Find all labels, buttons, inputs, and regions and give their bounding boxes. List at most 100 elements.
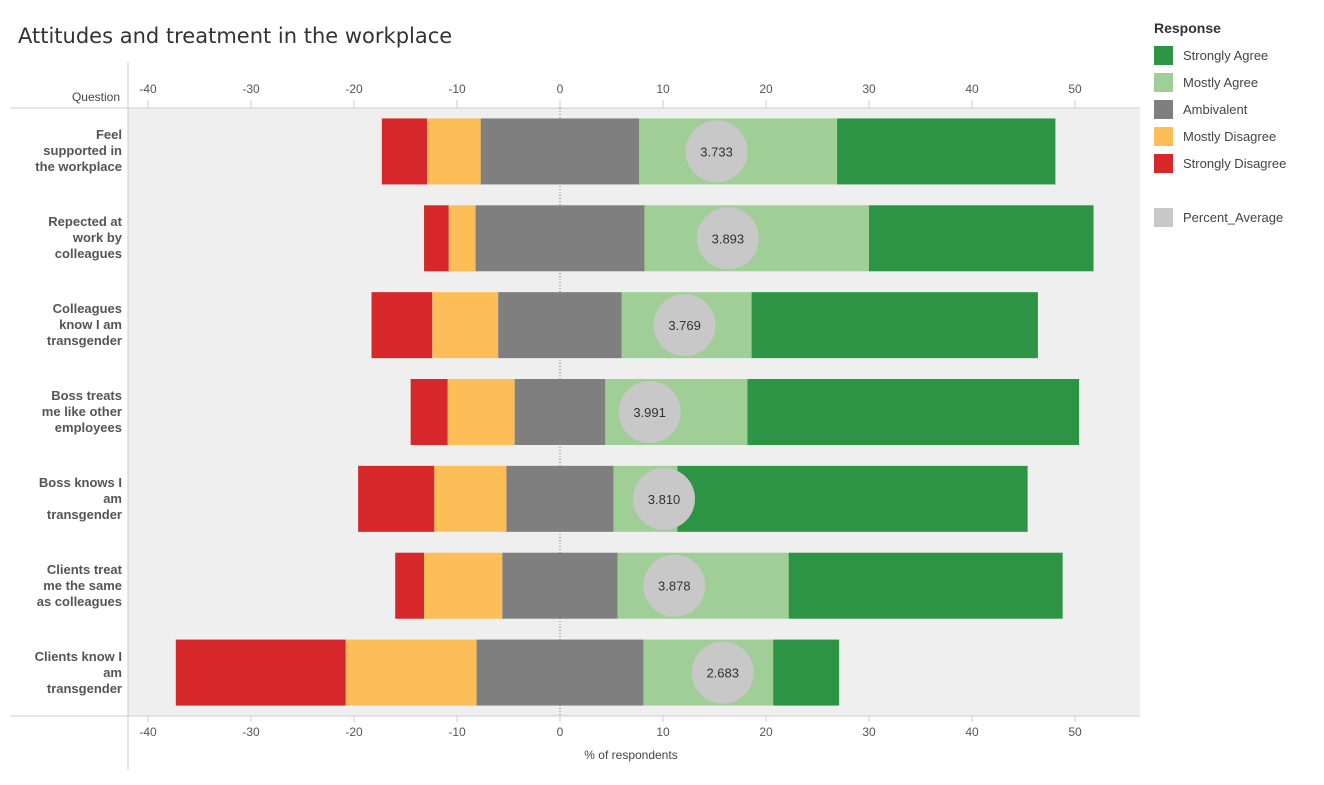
question-label-line: transgender bbox=[46, 680, 122, 696]
legend-label: Ambivalent bbox=[1183, 102, 1248, 117]
question-label-line: the workplace bbox=[35, 159, 122, 175]
bar-ambivalent bbox=[506, 465, 614, 532]
bar-mostly-disagree bbox=[448, 205, 476, 272]
chart-plot: -40 -40 -30 -30 -20 -20 -10 -10 0 0 10 10 20 20 30 30 40… bbox=[10, 62, 1140, 770]
bar-strongly-agree bbox=[788, 552, 1063, 619]
x-tick-label-top: -10 bbox=[448, 82, 466, 96]
y-axis-title: Question bbox=[71, 90, 120, 104]
bar-strongly-disagree bbox=[410, 379, 448, 445]
question-label-line: Colleagues bbox=[52, 301, 122, 317]
legend-label: Strongly Disagree bbox=[1183, 156, 1287, 171]
bar-mostly-disagree bbox=[427, 118, 481, 185]
bar-strongly-agree bbox=[747, 379, 1080, 445]
bar-strongly-agree bbox=[837, 118, 1056, 185]
question-label-line: me the same bbox=[43, 577, 122, 593]
legend-label: Mostly Disagree bbox=[1183, 129, 1277, 144]
legend-item: Ambivalent bbox=[1154, 96, 1319, 123]
legend-item: Strongly Agree bbox=[1154, 42, 1319, 69]
x-tick-label-bottom: 30 bbox=[862, 725, 876, 739]
question-label-line: work by bbox=[72, 230, 122, 246]
question-label-line: transgender bbox=[46, 333, 122, 349]
x-tick-label-bottom: 50 bbox=[1068, 725, 1082, 739]
question-label-line: am bbox=[103, 664, 122, 680]
question-label: Clients treat me the same as colleagues bbox=[2, 562, 122, 610]
bar-strongly-disagree bbox=[381, 118, 428, 185]
question-label-line: supported in bbox=[43, 143, 122, 159]
percent-average-marker bbox=[618, 381, 681, 443]
percent-average-label: 3.733 bbox=[700, 144, 733, 159]
percent-average-label: 3.893 bbox=[712, 231, 745, 246]
question-label-line: Feel bbox=[95, 127, 122, 143]
legend-swatch bbox=[1154, 100, 1173, 119]
bar-mostly-disagree bbox=[447, 379, 515, 445]
legend-label: Strongly Agree bbox=[1183, 48, 1269, 63]
legend: Response Strongly Agree Mostly Agree Ambiv… bbox=[1154, 20, 1319, 231]
x-tick-label-top: 40 bbox=[965, 82, 979, 96]
bar-strongly-disagree bbox=[358, 465, 435, 532]
bar-mostly-disagree bbox=[345, 639, 477, 706]
question-label: Colleagues know I am transgender bbox=[2, 301, 122, 349]
x-tick-label-top: 30 bbox=[862, 82, 876, 96]
bar-mostly-disagree bbox=[434, 465, 507, 532]
x-tick-label-bottom: 40 bbox=[965, 725, 979, 739]
question-label: Feel supported in the workplace bbox=[2, 127, 122, 175]
legend-item: Mostly Agree bbox=[1154, 69, 1319, 96]
bar-mostly-disagree bbox=[424, 552, 503, 619]
legend-item: Strongly Disagree bbox=[1154, 150, 1319, 177]
x-tick-label-top: -40 bbox=[139, 82, 157, 96]
bar-mostly-disagree bbox=[432, 292, 499, 359]
x-tick-label-bottom: 20 bbox=[759, 725, 773, 739]
x-tick-label-bottom: 0 bbox=[557, 725, 564, 739]
percent-average-label: 3.878 bbox=[658, 579, 691, 594]
legend-label: Mostly Agree bbox=[1183, 75, 1259, 90]
x-tick-label-bottom: -10 bbox=[448, 725, 466, 739]
percent-average-label: 2.683 bbox=[706, 666, 739, 681]
percent-average-label: 3.991 bbox=[633, 405, 666, 420]
bar-strongly-disagree bbox=[175, 639, 346, 706]
percent-average-marker bbox=[691, 641, 754, 704]
question-label-line: Repected at bbox=[48, 214, 122, 230]
x-tick-label-bottom: -20 bbox=[345, 725, 363, 739]
percent-average-marker bbox=[685, 120, 748, 183]
bar-ambivalent bbox=[476, 639, 644, 706]
bar-strongly-agree bbox=[751, 292, 1038, 359]
x-tick-label-top: 0 bbox=[557, 82, 564, 96]
legend-item-average: Percent_Average bbox=[1154, 204, 1319, 231]
percent-average-marker bbox=[633, 467, 696, 530]
bar-ambivalent bbox=[475, 205, 645, 272]
question-label-line: colleagues bbox=[54, 246, 122, 262]
percent-average-marker bbox=[643, 554, 706, 617]
question-label-line: Boss knows I bbox=[38, 474, 122, 490]
bar-ambivalent bbox=[502, 552, 618, 619]
legend-swatch bbox=[1154, 127, 1173, 146]
bar-strongly-agree bbox=[773, 639, 840, 706]
question-label-line: transgender bbox=[46, 506, 122, 522]
bar-ambivalent bbox=[514, 379, 606, 445]
question-label-line: Clients treat bbox=[46, 561, 122, 577]
percent-average-label: 3.810 bbox=[648, 492, 681, 507]
x-tick-label-top: -20 bbox=[345, 82, 363, 96]
question-label-line: employees bbox=[54, 420, 122, 435]
legend-title: Response bbox=[1154, 20, 1221, 36]
question-label-line: as colleagues bbox=[36, 593, 122, 609]
percent-average-marker bbox=[653, 294, 716, 357]
legend-swatch bbox=[1154, 73, 1173, 92]
bar-strongly-agree bbox=[869, 205, 1094, 272]
legend-swatch bbox=[1154, 46, 1173, 65]
legend-item: Mostly Disagree bbox=[1154, 123, 1319, 150]
bar-ambivalent bbox=[480, 118, 640, 185]
x-tick-label-bottom: -30 bbox=[242, 725, 260, 739]
percent-average-marker bbox=[696, 207, 759, 270]
bar-ambivalent bbox=[498, 292, 622, 359]
question-label: Repected at work by colleagues bbox=[2, 214, 122, 262]
x-tick-label-top: 50 bbox=[1068, 82, 1082, 96]
question-label-line: know I am bbox=[59, 317, 122, 333]
x-tick-label-top: 10 bbox=[656, 82, 670, 96]
x-tick-label-top: 20 bbox=[759, 82, 773, 96]
bar-strongly-disagree bbox=[395, 552, 425, 619]
question-label-line: me like other bbox=[41, 404, 122, 419]
bar-strongly-agree bbox=[677, 465, 1028, 532]
question-label: Boss treats me like other employees bbox=[2, 388, 122, 436]
